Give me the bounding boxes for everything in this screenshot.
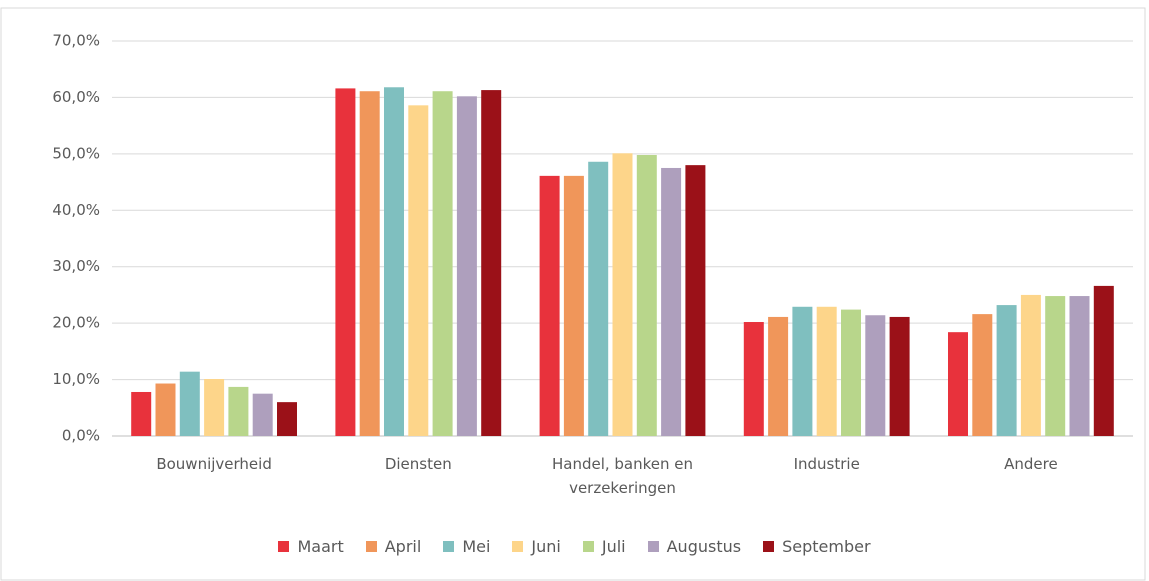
bar bbox=[1093, 285, 1114, 436]
legend-label: September bbox=[782, 537, 871, 556]
legend-swatch bbox=[763, 541, 775, 552]
legend-swatch bbox=[443, 541, 455, 552]
legend-item: Juli bbox=[582, 537, 626, 556]
bar bbox=[841, 309, 861, 436]
bar bbox=[155, 383, 176, 436]
legend-swatch bbox=[647, 541, 659, 552]
x-tick-label: Handel, banken en verzekeringen bbox=[551, 455, 694, 497]
y-tick-label: 10,0% bbox=[52, 370, 100, 388]
bar bbox=[743, 322, 764, 436]
legend: Maart April Mei Juni Juli Augustus September bbox=[0, 537, 1149, 556]
bar bbox=[768, 316, 789, 436]
bar bbox=[228, 386, 249, 436]
bar bbox=[204, 379, 225, 436]
bar bbox=[1020, 294, 1041, 436]
bar bbox=[816, 306, 837, 436]
legend-label: Juli bbox=[601, 537, 626, 556]
legend-item: Juni bbox=[512, 537, 561, 556]
legend-swatch bbox=[278, 541, 290, 552]
y-tick-label: 60,0% bbox=[52, 88, 100, 106]
legend-label: Augustus bbox=[666, 537, 742, 556]
bar bbox=[131, 391, 152, 436]
legend-item: Maart bbox=[278, 537, 344, 556]
y-tick-label: 20,0% bbox=[52, 314, 100, 332]
legend-item: Mei bbox=[443, 537, 490, 556]
legend-swatch bbox=[582, 541, 594, 552]
bar bbox=[277, 402, 297, 436]
legend-item: September bbox=[763, 537, 871, 556]
y-tick-label: 50,0% bbox=[52, 144, 100, 162]
bar bbox=[252, 393, 273, 436]
y-tick-label: 30,0% bbox=[52, 257, 100, 275]
bar bbox=[335, 88, 356, 437]
bar bbox=[539, 175, 560, 436]
bar bbox=[1045, 296, 1066, 436]
bar bbox=[481, 90, 502, 436]
bar bbox=[996, 305, 1017, 436]
legend-label: Mei bbox=[462, 537, 491, 556]
legend-label: Maart bbox=[297, 537, 344, 556]
x-tick-label: Andere bbox=[1004, 455, 1058, 473]
bar bbox=[456, 96, 477, 437]
legend-label: April bbox=[384, 537, 422, 556]
bar bbox=[179, 371, 200, 436]
bar bbox=[685, 165, 706, 436]
legend-swatch bbox=[365, 541, 377, 552]
legend-item: Augustus bbox=[647, 537, 742, 556]
x-tick-label: Diensten bbox=[384, 455, 452, 473]
bar bbox=[792, 306, 813, 436]
bar bbox=[384, 87, 404, 437]
bar bbox=[432, 91, 453, 436]
x-tick-label: Bouwnijverheid bbox=[156, 455, 272, 473]
bar bbox=[408, 105, 429, 436]
bar bbox=[612, 153, 633, 437]
y-tick-label: 70,0% bbox=[52, 32, 100, 50]
bar bbox=[865, 315, 886, 436]
chart-border bbox=[0, 7, 1146, 581]
bar bbox=[588, 161, 609, 436]
x-tick-label: Industrie bbox=[793, 455, 860, 473]
bar bbox=[636, 154, 657, 436]
legend-label: Juni bbox=[531, 537, 561, 556]
bar bbox=[972, 314, 993, 436]
bar bbox=[359, 91, 380, 436]
bar bbox=[1069, 296, 1090, 436]
bar bbox=[889, 316, 910, 436]
bar bbox=[563, 175, 584, 436]
y-tick-label: 40,0% bbox=[52, 201, 100, 219]
bar bbox=[661, 167, 682, 436]
bar bbox=[948, 332, 968, 436]
legend-swatch bbox=[512, 541, 524, 552]
legend-item: April bbox=[365, 537, 422, 556]
y-tick-label: 0,0% bbox=[62, 427, 100, 445]
